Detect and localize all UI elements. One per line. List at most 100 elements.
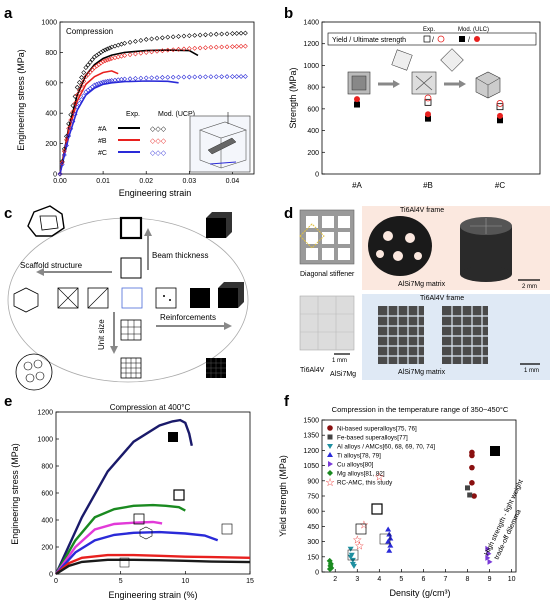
panel-a-frame (59, 21, 255, 175)
panel-f-points: ☆☆☆☆ (326, 449, 493, 572)
panel-e-frame (55, 411, 251, 575)
model-marker-B (112, 55, 118, 61)
panel-a-series (57, 30, 248, 177)
x-tick-label: 5 (399, 576, 403, 583)
model-marker-B (70, 109, 76, 115)
model-marker-B (87, 69, 93, 75)
model-marker-C (170, 74, 176, 80)
legend-label-3: Ti alloys[78, 79] (337, 453, 381, 460)
panel-e-series (54, 418, 251, 576)
x-tick-label: 2 (333, 576, 337, 583)
model-marker-A (224, 31, 230, 37)
x-tick-label: 7 (444, 576, 448, 583)
x-tick-label: 15 (246, 578, 254, 585)
x-tick-label: 4 (377, 576, 381, 583)
panel-c-label-beam: Beam thickness (152, 251, 208, 260)
stress-strain-curve-5 (55, 558, 251, 576)
model-marker-C (122, 76, 128, 82)
legend-series-C: #C (98, 150, 107, 157)
y-tick-label: 1200 (303, 448, 319, 455)
y-tick-label: 1200 (303, 41, 319, 48)
data-point-6: ☆ (359, 519, 369, 531)
x-tick-label: 0.03 (183, 178, 197, 185)
panel-a-inset (189, 112, 251, 173)
model-marker-A (186, 33, 192, 39)
y-tick-label: 0 (315, 570, 319, 577)
model-marker-B (149, 49, 155, 55)
model-marker-C (107, 78, 113, 84)
yield-mod-marker (354, 96, 360, 103)
model-marker-C (94, 81, 100, 87)
model-marker-B (76, 87, 82, 93)
model-marker-A (89, 57, 95, 63)
legend-marker-A: ◇◇◇ (150, 126, 167, 133)
model-marker-A (192, 32, 198, 38)
model-marker-C (61, 152, 67, 158)
panel-a-legend: Exp. Mod. (UCP) #A #B #C ◇◇◇ ◇◇◇ ◇◇◇ (98, 111, 195, 157)
x-tick-label: 10 (181, 578, 189, 585)
model-marker-B (165, 47, 171, 53)
y-tick-label: 400 (41, 518, 53, 525)
model-marker-B (242, 43, 248, 49)
category-label: #C (495, 181, 505, 190)
model-marker-A (230, 31, 235, 36)
legend-exp-label: Exp. (126, 111, 140, 118)
panel-a-title: Compression (66, 27, 113, 36)
cube-icon (355, 523, 367, 535)
cube-icon (347, 549, 359, 561)
model-marker-C (186, 74, 192, 80)
panel-f-title: Compression in the temperature range of … (332, 405, 509, 414)
panel-f-cube-icons (347, 446, 500, 561)
model-marker-A (85, 62, 91, 68)
model-marker-C (74, 104, 80, 110)
model-marker-C (197, 74, 203, 80)
yield-mod-marker (425, 111, 431, 118)
svg-text:/: / (468, 37, 470, 44)
model-marker-A (238, 30, 244, 36)
stress-strain-curve-3 (55, 530, 219, 575)
model-marker-A (143, 37, 149, 42)
model-marker-B (186, 46, 192, 52)
model-marker-B (74, 92, 80, 98)
legend-label-2: Al alloys / AMCs[60, 68, 69, 70, 74] (337, 444, 435, 451)
y-tick-label: 800 (307, 85, 319, 92)
x-tick-label: 9 (488, 576, 492, 583)
model-marker-B (154, 48, 160, 54)
panel-d-label-scale3: 1 mm (524, 368, 539, 374)
model-marker-B (138, 50, 144, 56)
model-marker-B (100, 59, 106, 64)
panel-e-cube-icons (119, 432, 233, 568)
legend-series-B: #B (98, 138, 107, 145)
x-tick-label: 6 (421, 576, 425, 583)
panel-c-label-scaffold: Scaffold structure (20, 261, 83, 270)
panel-f-ticks: 0 150 300 450 600 750 900 1050 1200 1350 1500 2 3 4 5 6… (303, 418, 515, 584)
model-marker-A (213, 31, 219, 37)
model-marker-A (234, 30, 240, 36)
panel-d-label-scale1: 2 mm (522, 284, 537, 290)
data-point-2 (349, 557, 356, 563)
panel-d: d Diagonal stiffener (284, 205, 550, 380)
model-marker-A (107, 45, 113, 51)
truncated-octahedron-icon (139, 526, 153, 540)
panel-f: f Compression in the temperature range o… (278, 393, 525, 598)
model-marker-B (89, 67, 95, 73)
ultimate-mod-marker (496, 100, 504, 107)
data-point-6: ☆ (355, 541, 365, 553)
model-marker-C (176, 74, 181, 80)
model-marker-C (72, 111, 78, 117)
data-point-2 (347, 546, 354, 552)
cube-icon (379, 533, 391, 545)
model-marker-C (238, 74, 244, 79)
model-marker-C (143, 75, 149, 81)
panel-c-beam-cubes (119, 212, 232, 279)
y-tick-label: 900 (307, 478, 319, 485)
cube-icon (168, 432, 178, 442)
y-tick-label: 800 (45, 50, 57, 57)
model-marker-B (119, 53, 124, 59)
model-marker-A (165, 34, 171, 40)
panel-d-label-frame2: Ti6Al4V frame (420, 295, 464, 302)
model-marker-C (165, 74, 171, 80)
panel-d-label-al: AlSi7Mg (330, 371, 356, 378)
model-marker-C (203, 74, 208, 80)
